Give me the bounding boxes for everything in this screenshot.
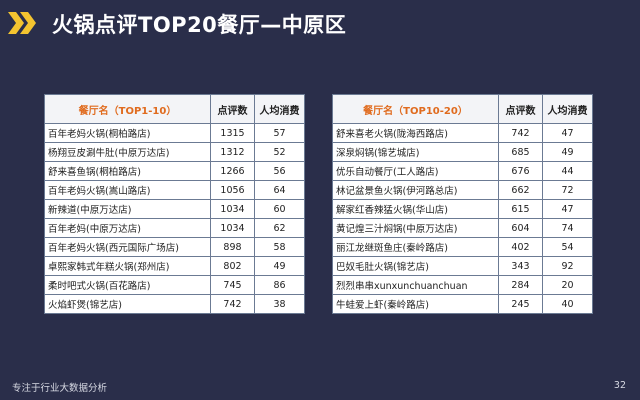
cell-review-count: 615 bbox=[498, 199, 543, 219]
column-header-reviews: 点评数 bbox=[210, 94, 255, 124]
table-row: 林记盆景鱼火锅(伊河路总店) 662 72 bbox=[332, 180, 593, 200]
column-header-avg-spend: 人均消费 bbox=[254, 94, 305, 124]
top1-10-table: 餐厅名（TOP1-10） 点评数 人均消费 百年老妈火锅(桐柏路店) 1315 57… bbox=[44, 94, 305, 314]
table-row: 百年老妈火锅(桐柏路店) 1315 57 bbox=[44, 123, 305, 143]
cell-review-count: 402 bbox=[498, 237, 543, 257]
table-row: 巴奴毛肚火锅(锦艺店) 343 92 bbox=[332, 256, 593, 276]
page-title: 火锅点评TOP20餐厅—中原区 bbox=[52, 13, 347, 37]
cell-review-count: 245 bbox=[498, 294, 543, 314]
cell-restaurant-name: 黄记煌三汁焖锅(中原万达店) bbox=[332, 218, 499, 238]
cell-avg-spend: 57 bbox=[254, 123, 305, 143]
cell-review-count: 1034 bbox=[210, 218, 255, 238]
cell-review-count: 284 bbox=[498, 275, 543, 295]
cell-restaurant-name: 百年老妈火锅(嵩山路店) bbox=[44, 180, 211, 200]
table-row: 深泉焖锅(锦艺城店) 685 49 bbox=[332, 142, 593, 162]
cell-avg-spend: 52 bbox=[254, 142, 305, 162]
table-row: 柔时吧式火锅(百花路店) 745 86 bbox=[44, 275, 305, 295]
cell-review-count: 676 bbox=[498, 161, 543, 181]
cell-restaurant-name: 杨翔豆皮涮牛肚(中原万达店) bbox=[44, 142, 211, 162]
cell-review-count: 1056 bbox=[210, 180, 255, 200]
cell-review-count: 745 bbox=[210, 275, 255, 295]
cell-review-count: 1315 bbox=[210, 123, 255, 143]
cell-restaurant-name: 解家红香辣猛火锅(华山店) bbox=[332, 199, 499, 219]
column-header-avg-spend: 人均消费 bbox=[542, 94, 593, 124]
column-header-reviews: 点评数 bbox=[498, 94, 543, 124]
cell-restaurant-name: 优乐自动餐厅(工人路店) bbox=[332, 161, 499, 181]
table-row: 卓熙家韩式年糕火锅(郑州店) 802 49 bbox=[44, 256, 305, 276]
footer-tagline: 专注于行业大数据分析 bbox=[12, 383, 108, 394]
cell-review-count: 662 bbox=[498, 180, 543, 200]
cell-review-count: 742 bbox=[210, 294, 255, 314]
cell-avg-spend: 56 bbox=[254, 161, 305, 181]
cell-review-count: 1312 bbox=[210, 142, 255, 162]
cell-avg-spend: 49 bbox=[542, 142, 593, 162]
cell-restaurant-name: 新辣道(中原万达店) bbox=[44, 199, 211, 219]
cell-restaurant-name: 深泉焖锅(锦艺城店) bbox=[332, 142, 499, 162]
cell-avg-spend: 92 bbox=[542, 256, 593, 276]
cell-restaurant-name: 林记盆景鱼火锅(伊河路总店) bbox=[332, 180, 499, 200]
cell-restaurant-name: 牛蛙爱上虾(秦岭路店) bbox=[332, 294, 499, 314]
cell-review-count: 742 bbox=[498, 123, 543, 143]
cell-avg-spend: 74 bbox=[542, 218, 593, 238]
cell-avg-spend: 62 bbox=[254, 218, 305, 238]
table-row: 丽江龙继斑鱼庄(秦岭路店) 402 54 bbox=[332, 237, 593, 257]
table-row: 百年老妈火锅(西元国际广场店) 898 58 bbox=[44, 237, 305, 257]
table-row: 火焰虾煲(锦艺店) 742 38 bbox=[44, 294, 305, 314]
table-row: 牛蛙爱上虾(秦岭路店) 245 40 bbox=[332, 294, 593, 314]
column-header-restaurant: 餐厅名（TOP1-10） bbox=[44, 94, 211, 124]
cell-restaurant-name: 柔时吧式火锅(百花路店) bbox=[44, 275, 211, 295]
cell-restaurant-name: 卓熙家韩式年糕火锅(郑州店) bbox=[44, 256, 211, 276]
top10-20-table: 餐厅名（TOP10-20） 点评数 人均消费 舒来喜老火锅(陇海西路店) 742 4… bbox=[332, 94, 593, 314]
cell-restaurant-name: 巴奴毛肚火锅(锦艺店) bbox=[332, 256, 499, 276]
cell-avg-spend: 58 bbox=[254, 237, 305, 257]
cell-restaurant-name: 百年老妈火锅(西元国际广场店) bbox=[44, 237, 211, 257]
table-row: 优乐自动餐厅(工人路店) 676 44 bbox=[332, 161, 593, 181]
cell-review-count: 1266 bbox=[210, 161, 255, 181]
cell-review-count: 604 bbox=[498, 218, 543, 238]
cell-restaurant-name: 百年老妈火锅(桐柏路店) bbox=[44, 123, 211, 143]
table-row: 百年老妈火锅(嵩山路店) 1056 64 bbox=[44, 180, 305, 200]
table-row: 黄记煌三汁焖锅(中原万达店) 604 74 bbox=[332, 218, 593, 238]
cell-avg-spend: 64 bbox=[254, 180, 305, 200]
cell-restaurant-name: 舒来喜老火锅(陇海西路店) bbox=[332, 123, 499, 143]
cell-avg-spend: 60 bbox=[254, 199, 305, 219]
cell-avg-spend: 38 bbox=[254, 294, 305, 314]
cell-restaurant-name: 丽江龙继斑鱼庄(秦岭路店) bbox=[332, 237, 499, 257]
cell-restaurant-name: 百年老妈(中原万达店) bbox=[44, 218, 211, 238]
column-header-restaurant: 餐厅名（TOP10-20） bbox=[332, 94, 499, 124]
cell-restaurant-name: 烈烈串串xunxunchuanchuan bbox=[332, 275, 499, 295]
cell-avg-spend: 40 bbox=[542, 294, 593, 314]
cell-avg-spend: 44 bbox=[542, 161, 593, 181]
cell-avg-spend: 49 bbox=[254, 256, 305, 276]
cell-restaurant-name: 火焰虾煲(锦艺店) bbox=[44, 294, 211, 314]
cell-review-count: 898 bbox=[210, 237, 255, 257]
table-row: 杨翔豆皮涮牛肚(中原万达店) 1312 52 bbox=[44, 142, 305, 162]
table-header-row: 餐厅名（TOP10-20） 点评数 人均消费 bbox=[332, 94, 593, 124]
table-row: 百年老妈(中原万达店) 1034 62 bbox=[44, 218, 305, 238]
table-row: 烈烈串串xunxunchuanchuan 284 20 bbox=[332, 275, 593, 295]
cell-avg-spend: 86 bbox=[254, 275, 305, 295]
table-row: 舒来喜鱼锅(桐柏路店) 1266 56 bbox=[44, 161, 305, 181]
cell-avg-spend: 47 bbox=[542, 199, 593, 219]
table-row: 舒来喜老火锅(陇海西路店) 742 47 bbox=[332, 123, 593, 143]
cell-review-count: 1034 bbox=[210, 199, 255, 219]
table-row: 解家红香辣猛火锅(华山店) 615 47 bbox=[332, 199, 593, 219]
cell-review-count: 685 bbox=[498, 142, 543, 162]
table-row: 新辣道(中原万达店) 1034 60 bbox=[44, 199, 305, 219]
cell-restaurant-name: 舒来喜鱼锅(桐柏路店) bbox=[44, 161, 211, 181]
double-chevron-logo-icon bbox=[8, 12, 36, 34]
cell-review-count: 343 bbox=[498, 256, 543, 276]
cell-avg-spend: 47 bbox=[542, 123, 593, 143]
cell-avg-spend: 20 bbox=[542, 275, 593, 295]
page-number: 32 bbox=[613, 380, 626, 391]
table-header-row: 餐厅名（TOP1-10） 点评数 人均消费 bbox=[44, 94, 305, 124]
cell-avg-spend: 54 bbox=[542, 237, 593, 257]
cell-avg-spend: 72 bbox=[542, 180, 593, 200]
cell-review-count: 802 bbox=[210, 256, 255, 276]
